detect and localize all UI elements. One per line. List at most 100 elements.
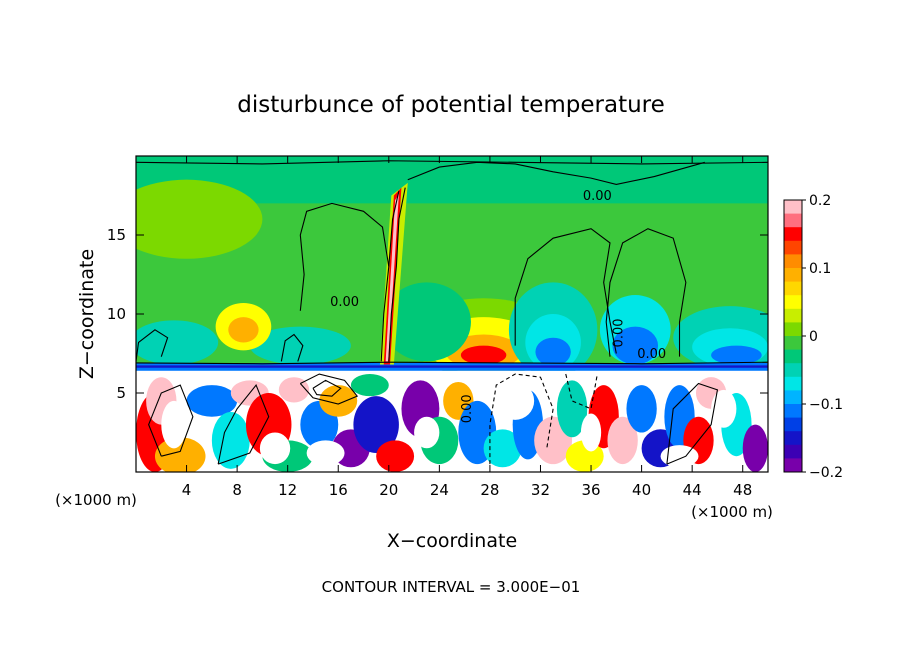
colorbar-swatch [784,458,802,473]
colorbar-swatch [784,390,802,405]
contour-label: 0.00 [637,347,666,362]
x-tick-label: 36 [581,481,600,499]
x-axis: 4 8 12 16 20 24 28 32 36 40 44 48 [182,156,752,499]
colorbar-swatch [784,268,802,283]
heatmap-cell [483,429,522,468]
contour-line [299,373,359,405]
heatmap-fill-layer [136,156,768,472]
heatmap-cell [556,380,588,438]
heatmap-cell [626,385,657,433]
contour-label: 0.00 [460,394,475,423]
colorbar-swatch [784,376,802,391]
contour-line [217,384,270,465]
heatmap-cell [711,389,737,428]
contour-interval-footer: CONTOUR INTERVAL = 3.000E−01 [322,578,581,596]
contour-line [388,187,406,362]
heatmap-cell [612,326,659,365]
colorbar-swatch [784,281,802,296]
heatmap-cell [136,179,263,259]
heatmap-cell [259,432,291,465]
y-tick-label: 5 [116,384,126,402]
contour-label: 0.00 [330,295,359,310]
y-tick-label: 15 [107,226,126,244]
contour-line [312,379,342,397]
heatmap-cell [136,320,219,365]
heatmap-cell [186,385,238,417]
heatmap-cell [278,377,310,403]
colorbar-swatch [784,200,802,215]
x-tick-label: 24 [430,481,449,499]
heatmap-cell [136,365,768,368]
heatmap-cell [496,381,535,420]
heatmap-cell [376,440,415,472]
contour-label: 0.00 [583,189,612,204]
contour-line [299,202,390,311]
colorbar-swatch [784,363,802,378]
heatmap-cell [353,396,399,454]
colorbar-tick-label: −0.2 [809,465,843,481]
contour-line [489,373,554,465]
colorbar-swatch [784,336,802,351]
colorbar-tick-label: 0.1 [809,261,831,277]
contour-line [136,160,768,165]
heatmap-cell [742,424,768,472]
contour-line [136,329,169,362]
contour-label-layer: 0.00 0.00 0.00 0.00 0.00 [330,189,666,423]
heatmap-cell [211,411,250,469]
contour-line [380,190,400,362]
colorbar: 0.2 0.1 0 −0.1 −0.2 [783,193,843,481]
heatmap-cell [460,345,507,365]
colorbar-swatch [784,240,802,255]
colorbar-swatch [784,349,802,364]
heatmap-cell [711,345,762,365]
colorbar-swatch [784,444,802,459]
contour-line [666,382,719,465]
y-axis-label: Z−coordinate [76,249,98,379]
heatmap-cell [414,416,440,449]
x-axis-label: X−coordinate [387,530,517,552]
heatmap-cell [607,416,638,465]
colorbar-tick-label: 0 [809,329,818,345]
x-tick-label: 12 [278,481,297,499]
heatmap-cell [319,385,358,417]
colorbar-swatch [784,213,802,228]
colorbar-tick-label: −0.1 [809,397,843,413]
colorbar-swatch [784,431,802,446]
heatmap-cell [136,156,768,204]
heatmap-cell [161,400,187,449]
heatmap-cell [535,337,571,367]
heatmap-cell [228,317,259,343]
contour-line [280,333,304,362]
colorbar-swatch [784,404,802,419]
colorbar-swatch [784,417,802,432]
x-tick-label: 32 [531,481,550,499]
y-tick-label: 10 [107,305,126,323]
heatmap-cell [306,440,345,466]
chart-title: disturbunce of potential temperature [237,92,665,118]
x-unit-left: (×1000 m) [55,491,137,509]
x-tick-label: 20 [379,481,398,499]
colorbar-tick-label: 0.2 [809,193,831,209]
x-tick-label: 8 [232,481,242,499]
x-tick-label: 16 [329,481,348,499]
contour-label: 0.00 [612,318,627,347]
heatmap-cell [249,326,351,365]
contour-line [407,161,705,186]
heatmap-cell [382,282,471,362]
contour-line [605,228,687,357]
heatmap-plot-area [136,156,768,472]
colorbar-swatch [784,322,802,337]
x-tick-label: 40 [632,481,651,499]
heatmap-cell [154,437,206,472]
colorbar-swatch [784,308,802,323]
contour-line [148,384,194,457]
y-axis: 5 10 15 [107,226,768,402]
colorbar-swatch [784,227,802,242]
x-tick-label: 44 [683,481,702,499]
contour-line [136,361,768,365]
colorbar-swatch [784,295,802,310]
heatmap-cell [385,193,399,362]
heatmap-cell [660,445,699,468]
x-tick-label: 4 [182,481,192,499]
